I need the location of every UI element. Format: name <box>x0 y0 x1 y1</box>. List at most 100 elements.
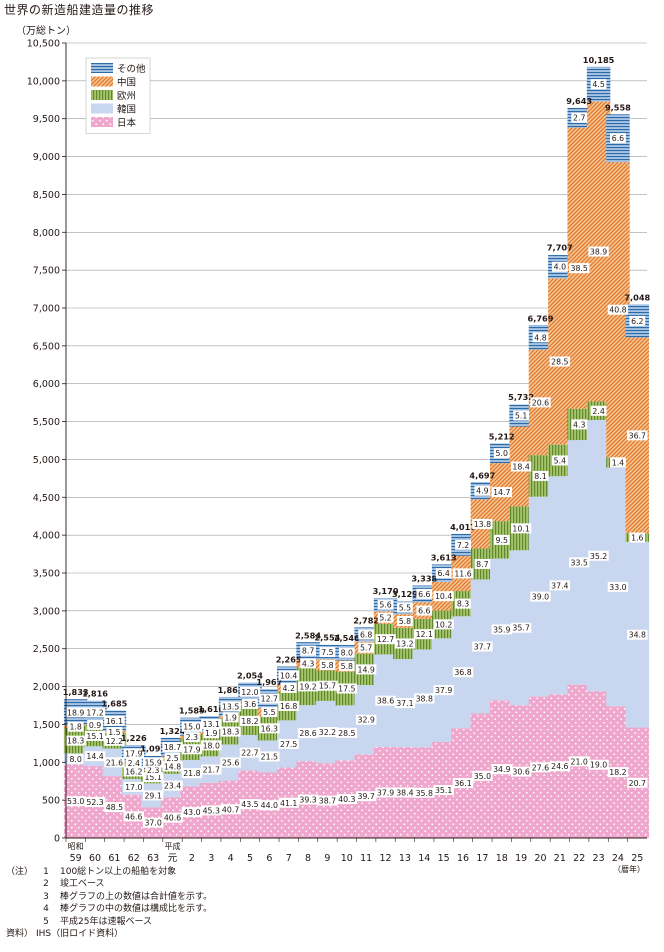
segment-label-bg <box>259 723 280 734</box>
segment-label: 16.8 <box>280 702 297 711</box>
x-tick-label: 19 <box>515 853 527 864</box>
segment-label: 30.6 <box>512 768 529 777</box>
segment-label: 14.7 <box>493 488 510 497</box>
segment-label: 38.5 <box>571 264 588 273</box>
segment-label: 27.6 <box>532 763 549 772</box>
segment-label-bg <box>571 419 588 430</box>
segment-label: 2.3 <box>186 733 198 742</box>
legend-swatch-japan <box>91 117 113 127</box>
segment-label-bg <box>259 751 280 762</box>
segment-label-bg <box>455 539 471 550</box>
segment-label-bg <box>590 405 607 416</box>
segment-label-bg <box>297 794 319 805</box>
segment-label: 19.2 <box>299 682 316 691</box>
segment-label: 6.2 <box>631 317 643 326</box>
segment-label-bg <box>590 79 607 90</box>
total-label: 1,226 <box>121 733 147 743</box>
segment-label: 13.8 <box>474 520 491 529</box>
segment-label-bg <box>104 802 125 813</box>
segment-label: 8.3 <box>457 600 469 609</box>
x-tick-label: 2 <box>189 853 195 864</box>
segment-label-bg <box>336 683 358 694</box>
segment-label-bg <box>513 410 530 421</box>
x-tick-label: 23 <box>593 853 605 864</box>
segment-label: 35.7 <box>512 624 529 633</box>
segment-label: 5.2 <box>379 614 391 623</box>
segment-label: 5.4 <box>554 456 566 465</box>
segment-label-bg <box>164 752 181 763</box>
x-tick-label: 14 <box>418 853 430 864</box>
x-tick-label: 11 <box>360 853 372 864</box>
segment-label: 39.7 <box>357 792 374 801</box>
segment-label-bg <box>629 315 646 326</box>
segment-label: 40.7 <box>222 805 239 814</box>
segment-label-bg <box>532 332 549 343</box>
segment-label: 21.7 <box>203 766 220 775</box>
segment-label: 15.9 <box>144 758 161 767</box>
segment-label-bg <box>203 728 220 739</box>
segment-label: 28.6 <box>299 729 316 738</box>
segment-label: 37.4 <box>551 581 568 590</box>
segment-label: 41.1 <box>280 799 297 808</box>
segment-label-bg <box>183 732 200 743</box>
segment-label: 18.3 <box>67 737 84 746</box>
segment-label-bg <box>530 397 551 408</box>
y-tick-label: 7,500 <box>33 266 60 277</box>
segment-label: 4.0 <box>554 263 566 272</box>
legend-label: その他 <box>117 63 146 75</box>
segment-label: 43.5 <box>241 800 258 809</box>
segment-label: 17.5 <box>338 685 355 694</box>
segment-label-bg <box>181 807 203 818</box>
source-text: IHS（旧ロイド資料） <box>36 929 124 940</box>
total-label: 2,554 <box>314 633 340 643</box>
segment-label-bg <box>549 356 571 367</box>
y-tick-label: 9,500 <box>33 114 60 125</box>
segment-label: 5.7 <box>360 644 372 653</box>
segment-label: 34.8 <box>629 631 646 640</box>
segment-label-bg <box>242 698 258 709</box>
source-row: 資料） IHS（旧ロイド資料） <box>6 928 212 940</box>
segment-label-bg <box>123 781 144 792</box>
note-text: 棒グラフの上の数値は合計値を示す。 <box>60 891 213 902</box>
total-label: 4,017 <box>450 522 476 532</box>
segment-label: 38.4 <box>396 789 413 798</box>
total-label: 7,707 <box>547 242 573 252</box>
x-tick-label: 60 <box>89 853 101 864</box>
segment-label: 34.9 <box>493 765 510 774</box>
segment-label-bg <box>317 680 338 691</box>
segment-label-bg <box>491 487 512 498</box>
legend-swatch-other <box>91 63 113 73</box>
segment-label-bg <box>629 532 646 543</box>
note-text: 棒グラフの中の数値は構成比を示す。 <box>60 904 213 915</box>
segment-label: 35.8 <box>416 789 433 798</box>
segment-label-bg <box>610 133 626 144</box>
bar-group <box>625 304 650 838</box>
segment-label: 10.2 <box>435 620 452 629</box>
segment-label: 23.4 <box>164 782 181 791</box>
total-label: 3,129 <box>392 589 418 599</box>
segment-label: 46.6 <box>125 812 142 821</box>
segment-label-bg <box>317 795 338 806</box>
total-label: 3,170 <box>373 586 399 596</box>
segment-label-bg <box>181 721 203 732</box>
segment-label: 6.8 <box>360 631 372 640</box>
segment-label-bg <box>416 605 433 616</box>
total-label: 1,610 <box>198 704 224 714</box>
segment-label: 39.0 <box>532 593 549 602</box>
note-number: 1 <box>43 867 49 877</box>
segment-label-bg <box>319 647 336 658</box>
x-tick-label: 25 <box>631 853 643 864</box>
total-label: 9,558 <box>605 102 631 112</box>
segment-label-bg <box>239 799 261 810</box>
segment-label-bg <box>201 719 222 730</box>
segment-label: 29.1 <box>144 791 161 800</box>
segment-label-bg <box>162 761 183 772</box>
segment-label: 5.5 <box>399 604 411 613</box>
y-tick-label: 4,000 <box>33 531 60 542</box>
note-number: 4 <box>43 904 49 915</box>
segment-label-bg <box>220 701 241 712</box>
segment-label-bg <box>549 761 571 772</box>
segment-label-bg <box>104 757 125 768</box>
segment-label-bg <box>317 727 338 738</box>
segment-label-bg <box>278 700 299 711</box>
